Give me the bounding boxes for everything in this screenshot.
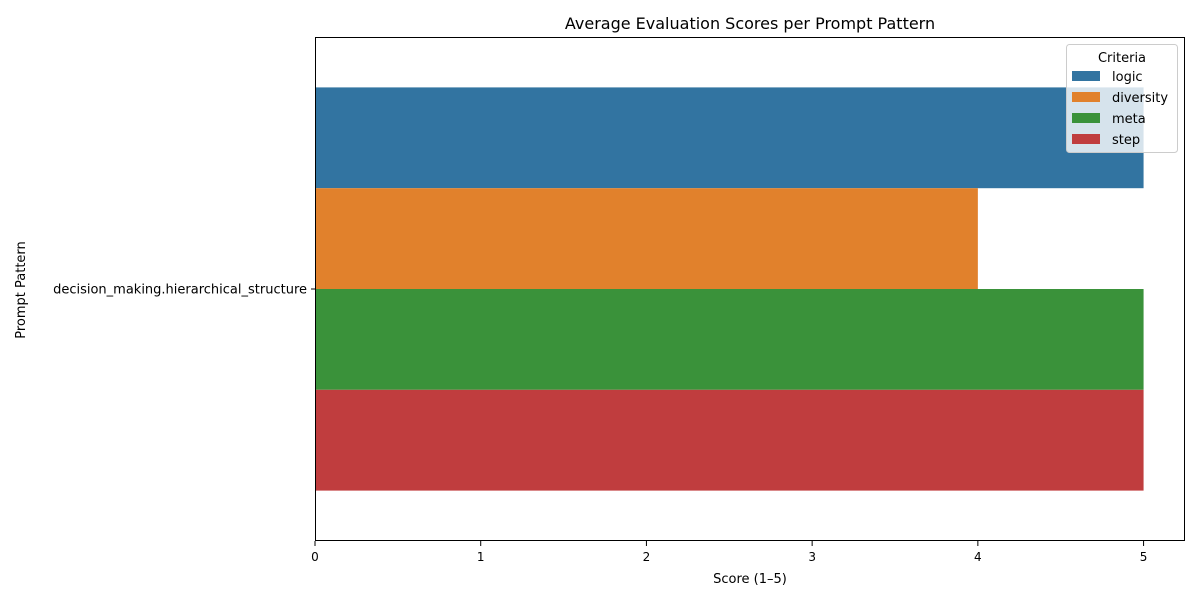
legend-swatch-logic [1072,71,1100,81]
legend-label-logic: logic [1112,70,1143,85]
x-tick-label: 5 [1140,550,1148,564]
bar-step [315,389,1144,491]
x-tick-label: 2 [643,550,651,564]
legend: Criteria logic diversity meta step [1066,44,1178,153]
y-tick-label: decision_making.hierarchical_structure [53,283,307,298]
bar-logic [315,87,1144,189]
legend-swatch-meta [1072,113,1100,123]
ticks-group: decision_making.hierarchical_structure 0 1… [53,283,1147,565]
x-tick-label: 1 [477,550,485,564]
plot-frame [315,37,1185,541]
chart-title: Average Evaluation Scores per Prompt Pat… [565,14,935,33]
y-axis-label: Prompt Pattern [14,241,29,339]
bar-meta [315,289,1144,390]
x-tick-label: 4 [974,550,982,564]
bar-diversity [315,188,978,289]
legend-swatch-diversity [1072,92,1100,102]
bars-group [315,87,1144,491]
x-tick-label: 3 [808,550,816,564]
x-tick-label: 0 [311,550,319,564]
legend-title: Criteria [1098,51,1146,66]
x-axis-label: Score (1–5) [713,572,787,587]
legend-label-step: step [1112,133,1140,148]
legend-swatch-step [1072,134,1100,144]
legend-items: logic diversity meta step [1072,70,1168,148]
legend-label-meta: meta [1112,112,1146,127]
legend-label-diversity: diversity [1112,91,1168,106]
